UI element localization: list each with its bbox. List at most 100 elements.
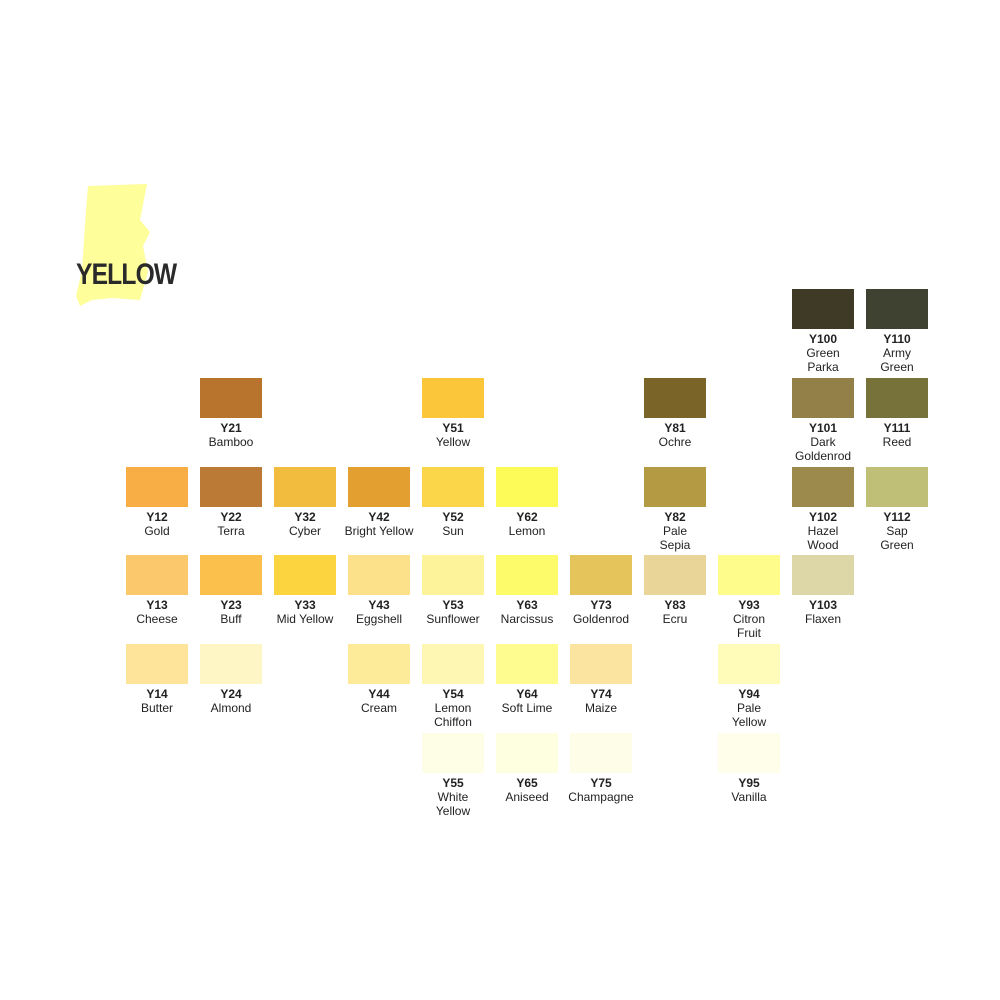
color-swatch xyxy=(644,466,706,507)
swatch-name: Butter xyxy=(140,701,173,716)
title-brush xyxy=(76,184,150,306)
swatch-code: Y12 xyxy=(146,509,168,524)
swatch-label: Y53 Sunflower xyxy=(403,598,503,626)
color-swatch xyxy=(644,377,706,418)
swatch-code: Y62 xyxy=(516,509,538,524)
color-swatch xyxy=(422,555,484,596)
swatch-code: Y111 xyxy=(883,420,911,435)
swatch-label: Y33 Mid Yellow xyxy=(255,598,355,626)
swatch-label: Y12 Gold xyxy=(107,510,207,538)
swatch-code: Y112 xyxy=(883,509,911,524)
swatch-name: Terra xyxy=(217,523,245,538)
swatch-code: Y75 xyxy=(590,776,612,790)
swatch-code: Y101 xyxy=(808,420,838,435)
swatch-code: Y64 xyxy=(516,687,538,702)
swatch-label: Y44 Cream xyxy=(329,687,429,715)
color-swatch xyxy=(200,377,262,418)
swatch-name: Lemon xyxy=(508,523,546,538)
swatch-label: Y14 Butter xyxy=(107,687,207,715)
color-swatch xyxy=(348,555,410,596)
swatch-code: Y110 xyxy=(883,332,911,346)
swatch-code: Y95 xyxy=(738,776,760,790)
swatch-name: Narcissus xyxy=(500,612,554,627)
color-swatch xyxy=(200,555,262,596)
color-swatch xyxy=(422,466,484,507)
swatch-label: Y102 Hazel Wood xyxy=(773,510,873,552)
swatch-name: Citron Fruit xyxy=(732,612,765,641)
color-swatch xyxy=(718,555,780,596)
swatch-name: Champagne xyxy=(568,790,634,804)
swatch-code: Y23 xyxy=(220,598,242,613)
swatch-code: Y32 xyxy=(294,509,316,524)
swatch-name: Gold xyxy=(144,523,170,538)
color-swatch xyxy=(644,555,706,596)
swatch-name: Green Parka xyxy=(806,346,840,374)
color-swatch xyxy=(348,644,410,685)
swatch-code: Y73 xyxy=(590,598,612,613)
swatch-name: Ochre xyxy=(658,434,692,449)
swatch-label: Y111 Reed xyxy=(847,421,947,449)
swatch-code: Y94 xyxy=(738,687,760,702)
color-swatch xyxy=(200,644,262,685)
swatch-name: Vanilla xyxy=(731,790,767,804)
swatch-name: Hazel Wood xyxy=(807,523,839,552)
swatch-name: Goldenrod xyxy=(572,612,630,627)
swatch-name: Flaxen xyxy=(804,612,842,627)
swatch-label: Y101 Dark Goldenrod xyxy=(773,421,873,463)
swatch-label: Y55 White Yellow xyxy=(403,776,503,818)
title: YELLOW xyxy=(76,258,177,291)
swatch-label: Y52 Sun xyxy=(403,510,503,538)
swatch-label: Y73 Goldenrod xyxy=(551,598,651,626)
swatch-code: Y93 xyxy=(738,598,760,613)
swatch-code: Y74 xyxy=(590,687,612,702)
swatch-label: Y93 Citron Fruit xyxy=(699,598,799,640)
color-swatch xyxy=(792,377,854,418)
swatch-code: Y83 xyxy=(664,598,686,613)
swatch-code: Y44 xyxy=(368,687,390,702)
swatch-name: Yellow xyxy=(435,434,471,449)
color-swatch xyxy=(200,466,262,507)
swatch-name: Ecru xyxy=(662,612,688,627)
swatch-name: Pale Sepia xyxy=(659,523,691,552)
swatch-code: Y52 xyxy=(442,509,464,524)
swatch-label: Y75 Champagne xyxy=(551,776,651,804)
color-swatch xyxy=(422,377,484,418)
color-swatch xyxy=(274,466,336,507)
color-swatch xyxy=(866,289,928,329)
swatch-code: Y53 xyxy=(442,598,464,613)
swatch-label: Y94 Pale Yellow xyxy=(699,687,799,729)
color-swatch xyxy=(274,555,336,596)
swatch-label: Y23 Buff xyxy=(181,598,281,626)
swatch-name: Buff xyxy=(220,612,242,627)
color-swatch xyxy=(496,555,558,596)
swatch-label: Y32 Cyber xyxy=(255,510,355,538)
swatch-label: Y62 Lemon xyxy=(477,510,577,538)
swatch-label: Y54 Lemon Chiffon xyxy=(403,687,503,729)
swatch-name: Cheese xyxy=(136,612,178,627)
swatch-label: Y64 Soft Lime xyxy=(477,687,577,715)
swatch-label: Y81 Ochre xyxy=(625,421,725,449)
color-swatch xyxy=(422,733,484,773)
swatch-label: Y83 Ecru xyxy=(625,598,725,626)
swatch-name: Pale Yellow xyxy=(731,701,767,730)
swatch-name: Bamboo xyxy=(208,434,254,449)
swatch-label: Y103 Flaxen xyxy=(773,598,873,626)
color-swatch xyxy=(126,555,188,596)
color-swatch xyxy=(348,466,410,507)
swatch-label: Y42 Bright Yellow xyxy=(329,510,429,538)
color-swatch xyxy=(866,377,928,418)
color-swatch xyxy=(422,644,484,685)
color-swatch xyxy=(496,466,558,507)
swatch-label: Y112 Sap Green xyxy=(847,510,947,552)
color-swatch xyxy=(718,733,780,773)
swatch-label: Y24 Almond xyxy=(181,687,281,715)
color-swatch xyxy=(126,644,188,685)
swatch-code: Y43 xyxy=(368,598,390,613)
color-swatch xyxy=(496,644,558,685)
swatch-name: Sun xyxy=(442,523,464,538)
swatch-code: Y33 xyxy=(294,598,316,613)
swatch-code: Y102 xyxy=(808,509,838,524)
swatch-code: Y14 xyxy=(146,687,168,702)
swatch-label: Y22 Terra xyxy=(181,510,281,538)
